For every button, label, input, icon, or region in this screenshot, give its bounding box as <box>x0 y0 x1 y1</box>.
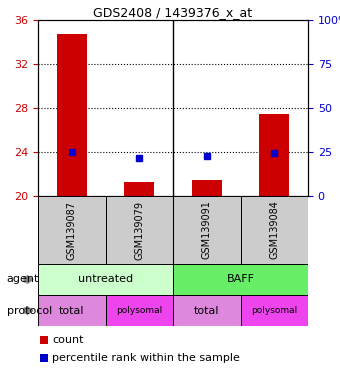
Bar <box>40 354 48 362</box>
Bar <box>56 34 87 196</box>
FancyBboxPatch shape <box>173 196 240 264</box>
Text: total: total <box>194 306 220 316</box>
FancyArrow shape <box>24 306 33 314</box>
FancyBboxPatch shape <box>240 295 308 326</box>
FancyBboxPatch shape <box>173 295 240 326</box>
Bar <box>124 182 154 196</box>
Text: BAFF: BAFF <box>226 275 255 285</box>
Text: count: count <box>52 335 84 345</box>
Bar <box>191 179 222 196</box>
Text: protocol: protocol <box>7 306 52 316</box>
Text: GSM139091: GSM139091 <box>202 200 212 260</box>
Text: total: total <box>59 306 85 316</box>
Text: GSM139084: GSM139084 <box>269 200 279 260</box>
Bar <box>259 114 289 196</box>
Text: agent: agent <box>7 275 39 285</box>
FancyBboxPatch shape <box>173 264 308 295</box>
Text: polysomal: polysomal <box>116 306 163 315</box>
Text: GSM139079: GSM139079 <box>134 200 144 260</box>
FancyBboxPatch shape <box>240 196 308 264</box>
FancyBboxPatch shape <box>38 196 105 264</box>
FancyBboxPatch shape <box>38 264 173 295</box>
FancyArrow shape <box>24 275 33 283</box>
Text: polysomal: polysomal <box>251 306 298 315</box>
Title: GDS2408 / 1439376_x_at: GDS2408 / 1439376_x_at <box>94 6 253 19</box>
Text: percentile rank within the sample: percentile rank within the sample <box>52 353 240 363</box>
Text: untreated: untreated <box>78 275 133 285</box>
Bar <box>40 336 48 344</box>
FancyBboxPatch shape <box>38 295 105 326</box>
FancyBboxPatch shape <box>105 196 173 264</box>
FancyBboxPatch shape <box>105 295 173 326</box>
Text: GSM139087: GSM139087 <box>67 200 77 260</box>
